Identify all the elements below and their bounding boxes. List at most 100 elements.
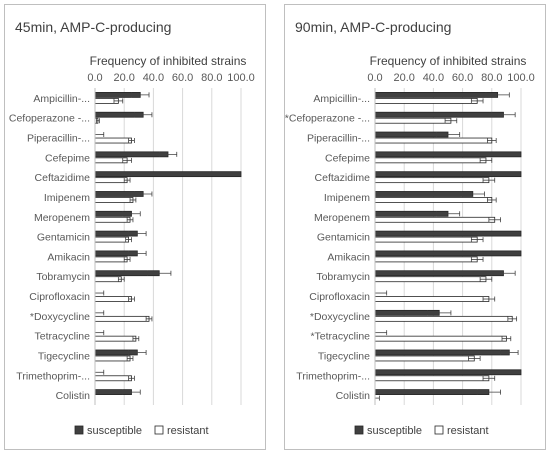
category-label: Amikacin xyxy=(327,251,370,263)
x-tick-label: 20.0 xyxy=(393,72,414,84)
category-label: Meropenem xyxy=(314,212,370,224)
bar-susceptible xyxy=(374,349,510,356)
category-label: *Doxycycline xyxy=(310,311,370,323)
category-label: *Doxycycline xyxy=(30,311,90,323)
bar-resistant xyxy=(374,296,490,302)
bar-resistant xyxy=(94,197,134,203)
chart-svg-45min: Frequency of inhibited strains 0.0 20.0 40.… xyxy=(9,54,255,437)
bar-resistant xyxy=(374,276,487,283)
legend-swatch-susceptible xyxy=(354,425,364,435)
bar-resistant xyxy=(374,157,487,164)
bar-resistant xyxy=(94,177,128,184)
legend-swatch-susceptible xyxy=(74,425,84,435)
x-axis-label: Frequency of inhibited strains xyxy=(370,54,527,68)
bar-susceptible xyxy=(374,389,490,395)
bar-resistant xyxy=(94,315,150,322)
bar-resistant xyxy=(374,335,507,342)
bar-resistant xyxy=(374,355,475,362)
category-label: Ciprofloxacin xyxy=(309,291,370,303)
category-label: Trimethoprim-... xyxy=(296,370,370,382)
bar-resistant xyxy=(94,216,131,223)
chart-panel-45min: 45min, AMP-C-producing Frequency of inhi… xyxy=(4,4,266,450)
bar-resistant xyxy=(94,276,122,283)
bar-susceptible xyxy=(374,250,522,257)
bar-susceptible xyxy=(94,151,169,158)
bar-resistant xyxy=(94,335,137,342)
x-tick-label: 100.0 xyxy=(227,72,255,84)
category-label: Tobramycin xyxy=(36,271,90,283)
legend-label-susceptible: susceptible xyxy=(87,425,142,437)
bar-resistant xyxy=(94,236,129,243)
bar-susceptible xyxy=(374,270,504,277)
bar-resistant xyxy=(94,256,128,263)
category-label: Gentamicin xyxy=(317,232,370,244)
bar-resistant xyxy=(374,137,493,144)
bar-susceptible xyxy=(374,230,522,237)
x-tick-label: 0.0 xyxy=(87,72,102,84)
bar-susceptible xyxy=(374,191,474,197)
x-tick-label: 40.0 xyxy=(423,72,444,84)
category-label: Cefepime xyxy=(325,152,370,164)
category-label: Tobramycin xyxy=(316,271,370,283)
x-tick-label: 40.0 xyxy=(143,72,164,84)
category-label: Colistin xyxy=(56,390,91,402)
category-label: Cefoperazone -... xyxy=(9,113,90,125)
chart-panel-90min: 90min, AMP-C-producing Frequency of inhi… xyxy=(284,4,546,450)
bar-resistant xyxy=(374,98,478,104)
bar-resistant xyxy=(374,236,478,243)
category-label: Piperacillin-... xyxy=(27,133,90,145)
category-label: Ciprofloxacin xyxy=(29,291,90,303)
category-label: Cefepime xyxy=(45,152,90,164)
legend-label-susceptible: susceptible xyxy=(367,425,422,437)
bar-susceptible xyxy=(374,171,522,178)
bar-susceptible xyxy=(374,151,522,158)
category-label: Ceftazidime xyxy=(315,172,371,184)
x-tick-label: 80.0 xyxy=(481,72,502,84)
bar-resistant xyxy=(94,375,132,382)
category-label: Tigecycline xyxy=(38,350,90,362)
bar-resistant xyxy=(94,355,131,362)
x-axis-label: Frequency of inhibited strains xyxy=(90,54,247,68)
x-tick-label: 60.0 xyxy=(172,72,193,84)
category-label: Imipenem xyxy=(324,192,370,204)
category-label: Piperacillin-... xyxy=(307,133,370,145)
category-label: Meropenem xyxy=(34,212,90,224)
x-tick-label: 20.0 xyxy=(113,72,134,84)
chart-svg-90min: Frequency of inhibited strains 0.0 20.0 40.… xyxy=(285,54,535,437)
legend-label-resistant: resistant xyxy=(167,425,209,437)
bar-resistant xyxy=(374,177,490,184)
chart-title: 90min, AMP-C-producing xyxy=(295,19,452,35)
category-label: Trimethoprim-... xyxy=(16,370,90,382)
category-label: Amikacin xyxy=(47,251,90,263)
category-label: Tetracycline xyxy=(35,331,91,343)
category-label: Tigecycline xyxy=(318,350,370,362)
bar-resistant xyxy=(374,256,478,263)
bar-resistant xyxy=(374,216,496,223)
bar-resistant xyxy=(374,375,490,382)
bar-resistant xyxy=(94,157,128,164)
x-tick-label: 60.0 xyxy=(452,72,473,84)
bar-susceptible xyxy=(94,171,242,178)
x-tick-label: 100.0 xyxy=(507,72,535,84)
category-label: Gentamicin xyxy=(37,232,90,244)
category-label: Ampicillin-... xyxy=(33,93,90,105)
bar-resistant xyxy=(374,117,452,124)
bar-susceptible xyxy=(374,111,504,118)
chart-title: 45min, AMP-C-producing xyxy=(15,19,172,35)
bar-susceptible xyxy=(374,369,522,376)
legend-swatch-resistant xyxy=(154,425,164,435)
category-label: Colistin xyxy=(336,390,371,402)
bar-susceptible xyxy=(374,92,499,98)
category-label: Imipenem xyxy=(44,192,90,204)
bar-resistant xyxy=(94,137,132,144)
bar-resistant xyxy=(94,296,132,302)
bar-resistant xyxy=(374,315,513,322)
category-label: Ampicillin-... xyxy=(313,93,370,105)
legend-swatch-resistant xyxy=(434,425,444,435)
bar-resistant xyxy=(374,197,493,203)
x-tick-label: 80.0 xyxy=(201,72,222,84)
category-label: Ceftazidime xyxy=(35,172,91,184)
category-label: *Tetracycline xyxy=(310,331,370,343)
legend-label-resistant: resistant xyxy=(447,425,489,437)
category-label: *Cefoperazone -... xyxy=(285,113,370,125)
